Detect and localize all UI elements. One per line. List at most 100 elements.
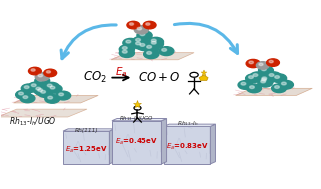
Text: $CO_2$: $CO_2$ — [83, 70, 107, 85]
Polygon shape — [112, 119, 167, 121]
Circle shape — [21, 84, 36, 93]
Circle shape — [140, 43, 145, 46]
Circle shape — [19, 92, 23, 95]
Circle shape — [246, 74, 260, 83]
Circle shape — [16, 90, 30, 99]
Circle shape — [258, 66, 273, 75]
Circle shape — [119, 49, 134, 57]
Circle shape — [24, 86, 29, 88]
Polygon shape — [13, 95, 98, 103]
Circle shape — [272, 84, 287, 93]
Text: Rh$_{13}$-$I_h$/UGO: Rh$_{13}$-$I_h$/UGO — [9, 115, 56, 128]
Circle shape — [253, 74, 258, 77]
Circle shape — [38, 74, 42, 77]
Polygon shape — [63, 131, 109, 164]
Circle shape — [44, 82, 59, 91]
Circle shape — [250, 72, 265, 81]
Polygon shape — [109, 129, 115, 164]
Circle shape — [144, 50, 159, 59]
Circle shape — [275, 76, 280, 78]
Circle shape — [137, 27, 142, 30]
Polygon shape — [236, 88, 312, 95]
Circle shape — [148, 37, 163, 46]
Circle shape — [140, 33, 145, 36]
Circle shape — [261, 80, 265, 83]
Circle shape — [143, 21, 156, 29]
Circle shape — [258, 78, 273, 87]
Circle shape — [137, 42, 152, 51]
Circle shape — [259, 75, 274, 84]
Polygon shape — [63, 129, 115, 131]
Circle shape — [247, 84, 262, 93]
Circle shape — [45, 94, 60, 103]
Circle shape — [31, 69, 35, 71]
Circle shape — [241, 82, 246, 85]
Polygon shape — [0, 109, 87, 117]
Circle shape — [31, 84, 36, 87]
Circle shape — [148, 40, 163, 48]
Circle shape — [272, 74, 287, 83]
Circle shape — [35, 73, 49, 81]
Circle shape — [258, 77, 273, 85]
Circle shape — [133, 40, 148, 49]
Circle shape — [48, 96, 53, 99]
Circle shape — [146, 23, 150, 25]
Circle shape — [269, 74, 274, 76]
Text: $E_a$: $E_a$ — [115, 65, 127, 79]
Polygon shape — [164, 124, 215, 126]
Circle shape — [144, 44, 159, 53]
Circle shape — [29, 67, 41, 75]
Circle shape — [35, 87, 50, 96]
Circle shape — [129, 23, 134, 25]
Circle shape — [134, 26, 148, 34]
Circle shape — [151, 41, 156, 44]
Circle shape — [126, 40, 131, 43]
Polygon shape — [161, 119, 167, 164]
Text: $E_a$=0.45eV: $E_a$=0.45eV — [115, 137, 158, 147]
Circle shape — [123, 38, 138, 47]
Circle shape — [282, 82, 286, 85]
Circle shape — [122, 46, 127, 50]
Circle shape — [41, 90, 46, 93]
Circle shape — [135, 42, 141, 45]
Polygon shape — [111, 53, 194, 60]
Circle shape — [256, 62, 269, 69]
Circle shape — [162, 48, 167, 51]
Circle shape — [47, 84, 52, 87]
Circle shape — [250, 86, 254, 88]
Text: $CO + O$: $CO + O$ — [138, 71, 180, 84]
Circle shape — [33, 85, 48, 94]
Circle shape — [127, 21, 140, 29]
Circle shape — [262, 78, 266, 81]
Circle shape — [38, 89, 53, 97]
Circle shape — [269, 60, 273, 63]
Polygon shape — [199, 75, 208, 81]
Circle shape — [135, 38, 141, 41]
Circle shape — [248, 76, 253, 78]
Circle shape — [137, 31, 152, 40]
Text: $E_a$=0.83eV: $E_a$=0.83eV — [166, 142, 209, 152]
Circle shape — [50, 86, 55, 89]
Circle shape — [159, 47, 174, 56]
Circle shape — [133, 37, 148, 46]
Circle shape — [44, 69, 56, 77]
Text: Rh$_{13}$-$I_h$/UGO: Rh$_{13}$-$I_h$/UGO — [119, 114, 154, 123]
Circle shape — [47, 71, 50, 73]
Circle shape — [249, 61, 254, 64]
Circle shape — [259, 63, 263, 66]
Text: $E_a$=1.25eV: $E_a$=1.25eV — [65, 145, 108, 155]
Circle shape — [28, 82, 43, 91]
Circle shape — [147, 51, 152, 54]
Circle shape — [38, 78, 43, 81]
Circle shape — [119, 45, 134, 54]
Polygon shape — [164, 126, 210, 164]
FancyArrowPatch shape — [61, 25, 116, 59]
Circle shape — [20, 94, 35, 103]
Circle shape — [267, 59, 279, 66]
Circle shape — [147, 45, 152, 48]
FancyArrowPatch shape — [174, 23, 238, 53]
Circle shape — [36, 87, 41, 90]
Circle shape — [56, 91, 71, 100]
Circle shape — [266, 72, 281, 81]
Polygon shape — [210, 124, 215, 164]
